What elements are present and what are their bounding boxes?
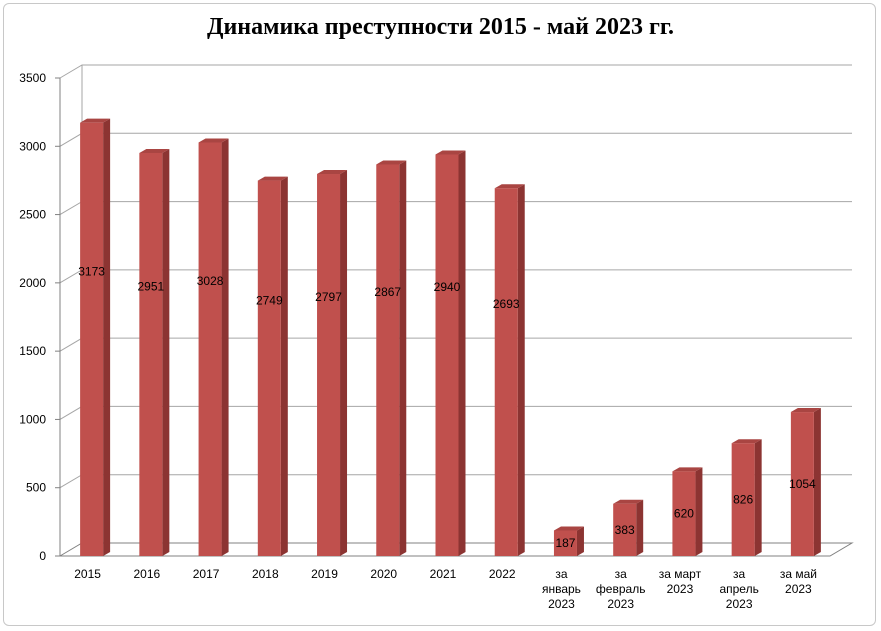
bar [553, 526, 584, 556]
x-category-label: 2021 [430, 567, 457, 581]
bar-front [139, 152, 163, 556]
bar-top [257, 176, 288, 181]
bar-side [458, 150, 466, 557]
x-category-label: 2017 [193, 567, 220, 581]
bar-side [517, 184, 525, 557]
data-label: 187 [555, 536, 575, 550]
bar-top [435, 150, 466, 155]
bar-top [731, 439, 762, 444]
bar [613, 499, 644, 556]
y-axis-ticks: 0 500 1000 1500 2000 2500 3000 3500 [19, 71, 60, 563]
x-category-label: 2015 [74, 567, 101, 581]
bar-front [376, 164, 400, 556]
bar-side [695, 467, 703, 556]
bar [139, 148, 170, 556]
y-tick-label: 1000 [19, 412, 46, 426]
bar-top [376, 160, 407, 165]
x-category-label: за май 2023 [780, 567, 817, 596]
bar [376, 160, 407, 556]
bar-front [790, 412, 814, 556]
y-tick-label: 1500 [19, 344, 46, 358]
data-label: 2951 [137, 279, 164, 293]
bar-side [221, 138, 229, 556]
bar [672, 467, 703, 556]
bars [80, 118, 821, 557]
bar-front [494, 188, 518, 557]
data-label: 383 [615, 523, 635, 537]
x-category-label: за март 2023 [659, 567, 702, 596]
bar-front [672, 471, 696, 556]
chart-title: Динамика преступности 2015 - май 2023 гг… [206, 14, 675, 40]
bar-front [317, 174, 341, 557]
bar-top [139, 148, 170, 153]
bar-side [576, 526, 584, 556]
gridline [59, 132, 852, 147]
x-category-label: 2019 [311, 567, 338, 581]
bar-side [340, 170, 348, 557]
bar [257, 176, 288, 557]
bar-front [257, 180, 281, 557]
bar-front [435, 154, 459, 557]
bar [494, 184, 525, 557]
data-label: 1054 [789, 477, 816, 491]
x-category-label: 2020 [370, 567, 397, 581]
x-category-label: за апрель 2023 [719, 567, 758, 611]
x-category-label: 2022 [489, 567, 516, 581]
bar-top [494, 184, 525, 189]
data-label: 2693 [493, 297, 520, 311]
bar-side [280, 176, 288, 557]
bar-side [636, 499, 644, 556]
bar-side [754, 439, 762, 556]
data-label: 620 [674, 507, 694, 521]
data-label: 2867 [374, 285, 401, 299]
bar-side [103, 118, 111, 556]
x-axis-categories: 2015 2016 2017 2018 2019 2020 2021 2022 за январь… [74, 567, 817, 611]
bar-side [399, 160, 407, 556]
data-label: 826 [733, 493, 753, 507]
bar-top [198, 138, 229, 143]
x-category-label: за февраль 2023 [596, 567, 646, 611]
bar [80, 118, 111, 556]
bar-top [80, 118, 111, 123]
bar-front [731, 443, 755, 556]
bar [198, 138, 229, 556]
bar-front [80, 122, 104, 556]
gridline [59, 64, 852, 79]
bar-top [317, 170, 348, 175]
bar [317, 170, 348, 557]
y-tick-label: 500 [26, 481, 46, 495]
bar-front [613, 503, 637, 556]
x-category-label: 2016 [133, 567, 160, 581]
bar-top [553, 526, 584, 531]
bar-top [672, 467, 703, 472]
bar-side [162, 148, 170, 556]
y-tick-label: 0 [39, 549, 46, 563]
data-labels: 3173 2951 3028 2749 2797 2867 2940 2693 187 383 62… [78, 264, 816, 550]
x-category-label: за январь 2023 [542, 567, 581, 611]
data-label: 3028 [197, 274, 224, 288]
y-tick-label: 3500 [19, 71, 46, 85]
data-label: 2749 [256, 293, 283, 307]
x-category-label: 2018 [252, 567, 279, 581]
data-label: 2940 [434, 280, 461, 294]
y-tick-label: 2500 [19, 208, 46, 222]
y-tick-label: 3000 [19, 139, 46, 153]
bar-front [553, 530, 577, 556]
data-label: 2797 [315, 290, 342, 304]
bar [731, 439, 762, 556]
bar [435, 150, 466, 557]
data-label: 3173 [78, 264, 105, 278]
bar-top [790, 408, 821, 413]
bar [790, 408, 821, 556]
bar-side [813, 408, 821, 556]
bar-front [198, 142, 222, 556]
bar-top [613, 499, 644, 504]
y-tick-label: 2000 [19, 276, 46, 290]
